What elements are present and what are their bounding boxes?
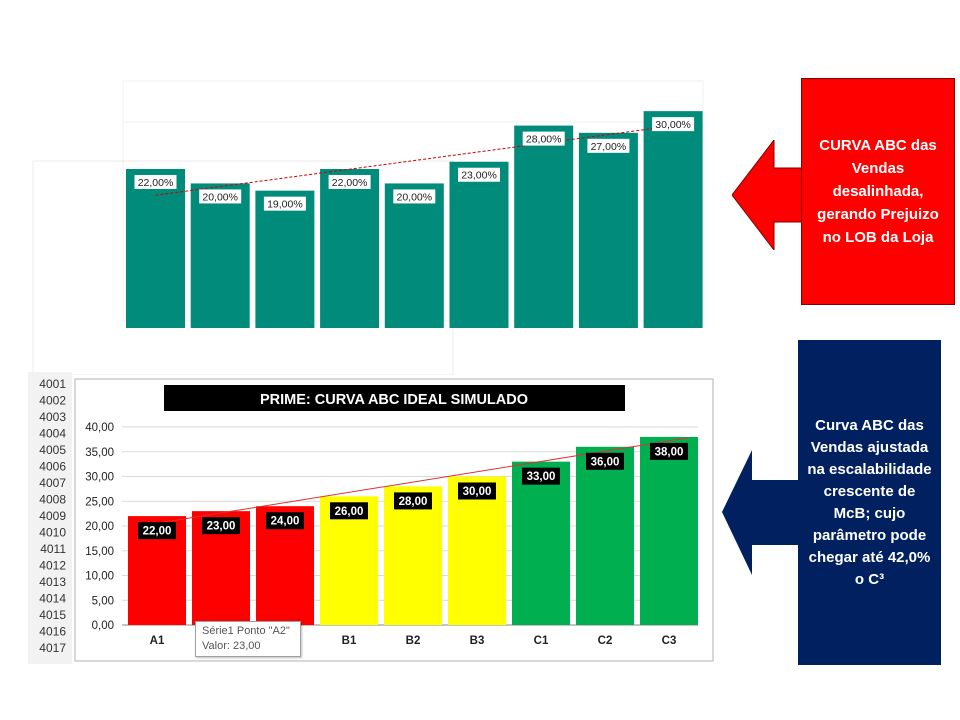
data-label-bg (650, 442, 688, 460)
y-tick-label: 0,00 (92, 620, 114, 632)
navy-callout-box (798, 340, 941, 665)
trendline (155, 125, 674, 196)
data-label: 30,00 (463, 486, 492, 498)
bar (640, 436, 698, 625)
data-label-bg (263, 196, 306, 211)
row-number: 4017 (39, 641, 66, 655)
chart-title: PRIME: CURVA ABC IDEAL SIMULADO (260, 392, 528, 408)
data-label: 23,00% (461, 170, 497, 182)
y-tick-label: 35,00 (85, 447, 114, 459)
data-label-bg (138, 522, 176, 540)
data-label: 33,00 (527, 471, 556, 483)
data-label-bg (522, 467, 560, 485)
x-tick-label: B2 (406, 635, 421, 647)
row-number: 4004 (39, 427, 66, 441)
data-label-bg (199, 189, 242, 204)
data-label: 27,00% (591, 141, 627, 153)
left-arrow-icon (732, 140, 804, 250)
data-label: 22,00 (143, 526, 172, 538)
row-number: 4005 (39, 443, 66, 457)
data-label-bg (587, 138, 630, 153)
data-label-bg (202, 517, 240, 535)
navy-callout-text: Curva ABC das Vendas ajustada na escalab… (807, 416, 932, 588)
tooltip-value: Valor: 23,00 (202, 640, 261, 652)
bottom-chart: 4001 4002 4003 4004 4005 4006 4007 4008 4009 4010… (28, 372, 714, 664)
data-label: 38,00 (655, 446, 684, 458)
bar (578, 132, 638, 328)
x-tick-label: C2 (598, 635, 613, 647)
data-label-bg (458, 482, 496, 500)
red-callout-text: CURVA ABC das Vendas desalinhada, gerand… (817, 137, 939, 246)
data-label: 20,00% (396, 191, 432, 203)
data-label: 26,00 (335, 506, 364, 518)
data-label: 30,00% (655, 119, 691, 131)
bar (126, 168, 185, 328)
data-label-bg (330, 502, 368, 520)
y-tick-label: 15,00 (85, 546, 114, 558)
data-label: 28,00% (526, 134, 562, 146)
bar (514, 125, 574, 328)
row-number: 4008 (39, 493, 66, 507)
y-tick-label: 40,00 (85, 422, 114, 434)
data-label: 24,00 (271, 516, 300, 528)
trendline (156, 437, 690, 524)
data-label: 22,00% (332, 177, 368, 189)
data-label-bg (522, 131, 565, 146)
y-tick-label: 30,00 (85, 472, 114, 484)
data-label-bg (266, 512, 304, 530)
data-label-bg (393, 189, 436, 204)
bar (320, 168, 380, 328)
x-tick-label: B3 (470, 635, 485, 647)
y-tick-label: 25,00 (85, 496, 114, 508)
tooltip-series-point: Série1 Ponto "A2" (202, 625, 290, 637)
data-label-bg (134, 174, 177, 189)
bar (255, 190, 315, 328)
row-number: 4009 (39, 509, 66, 523)
row-number: 4010 (39, 526, 66, 540)
row-number: 4001 (39, 377, 66, 391)
data-label: 19,00% (267, 199, 303, 211)
row-number: 4002 (39, 394, 66, 408)
data-label: 28,00 (399, 496, 428, 508)
bar (643, 111, 703, 328)
row-number: 4007 (39, 476, 66, 490)
bar (576, 446, 634, 625)
title-bar (164, 385, 625, 411)
data-label: 23,00 (207, 521, 236, 533)
bar (384, 183, 444, 328)
row-number: 4013 (39, 575, 66, 589)
x-tick-label: B1 (342, 635, 357, 647)
chart-tooltip: Série1 Ponto "A2" Valor: 23,00 (195, 621, 301, 657)
data-label-bg (652, 117, 695, 132)
x-tick-label: C3 (662, 635, 677, 647)
data-label: 20,00% (202, 191, 238, 203)
data-label-bg (394, 492, 432, 510)
bar (190, 183, 250, 328)
top-chart: 22,00% 20,00% 19,00% 22,00% 20,00% 23,00% 28,0… (32, 80, 704, 375)
row-number: 4014 (39, 592, 66, 606)
row-number: 4012 (39, 559, 66, 573)
bar (512, 461, 570, 625)
data-label: 22,00% (138, 177, 174, 189)
row-number: 4016 (39, 625, 66, 639)
x-tick-label: A1 (150, 635, 165, 647)
x-tick-label: C1 (534, 635, 549, 647)
row-header-column (28, 372, 72, 664)
y-tick-label: 20,00 (85, 521, 114, 533)
y-tick-label: 5,00 (92, 595, 114, 607)
bar (448, 476, 506, 625)
bar (449, 161, 509, 328)
data-label-bg (458, 167, 500, 182)
y-tick-label: 10,00 (85, 571, 114, 583)
row-number: 4003 (39, 410, 66, 424)
left-arrow-icon (722, 450, 802, 575)
row-number: 4015 (39, 608, 66, 622)
data-label: 36,00 (591, 456, 620, 468)
data-label-bg (328, 174, 371, 189)
data-label-bg (586, 452, 624, 470)
row-number: 4011 (40, 542, 66, 556)
red-callout-box (801, 78, 955, 305)
bar (384, 486, 442, 625)
row-number: 4006 (39, 460, 66, 474)
